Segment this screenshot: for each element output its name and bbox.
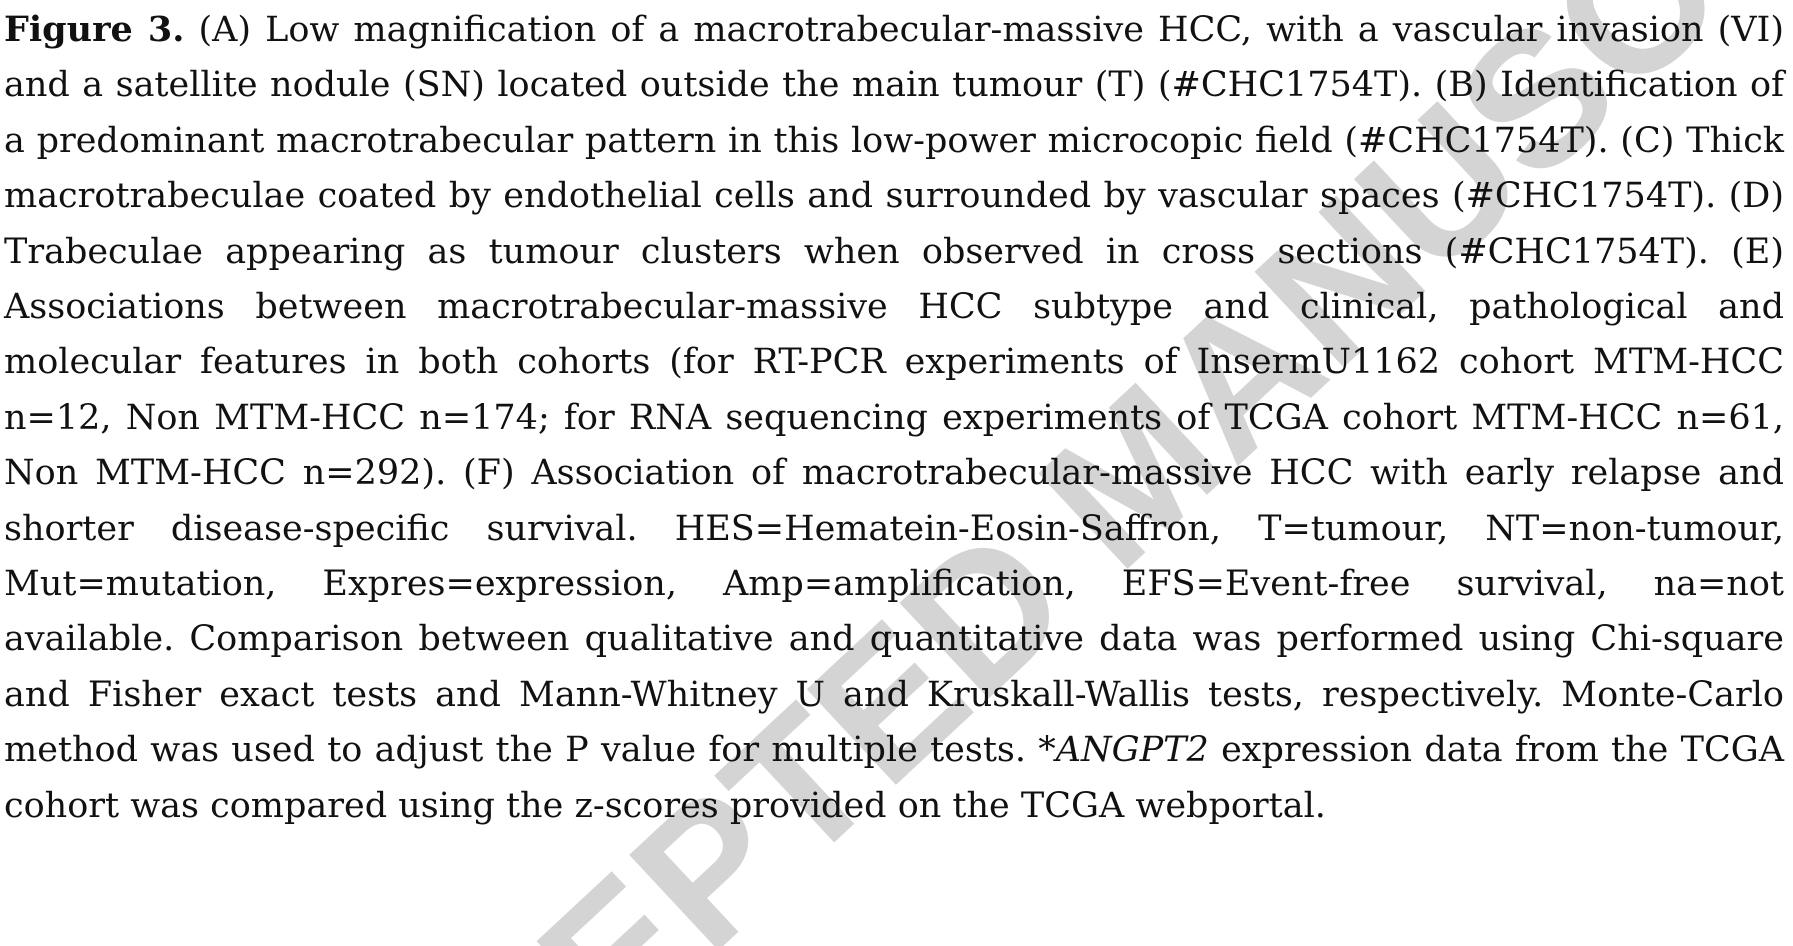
caption-text-end: expression data from the TCGA cohort was…: [4, 730, 1784, 826]
figure-caption: Figure 3. (A) Low magnification of a mac…: [4, 2, 1784, 834]
figure-label: Figure 3.: [4, 9, 185, 50]
gene-name: ANGPT2: [1055, 730, 1209, 771]
caption-text: (A) Low magnification of a macrotrabecul…: [4, 10, 1784, 771]
